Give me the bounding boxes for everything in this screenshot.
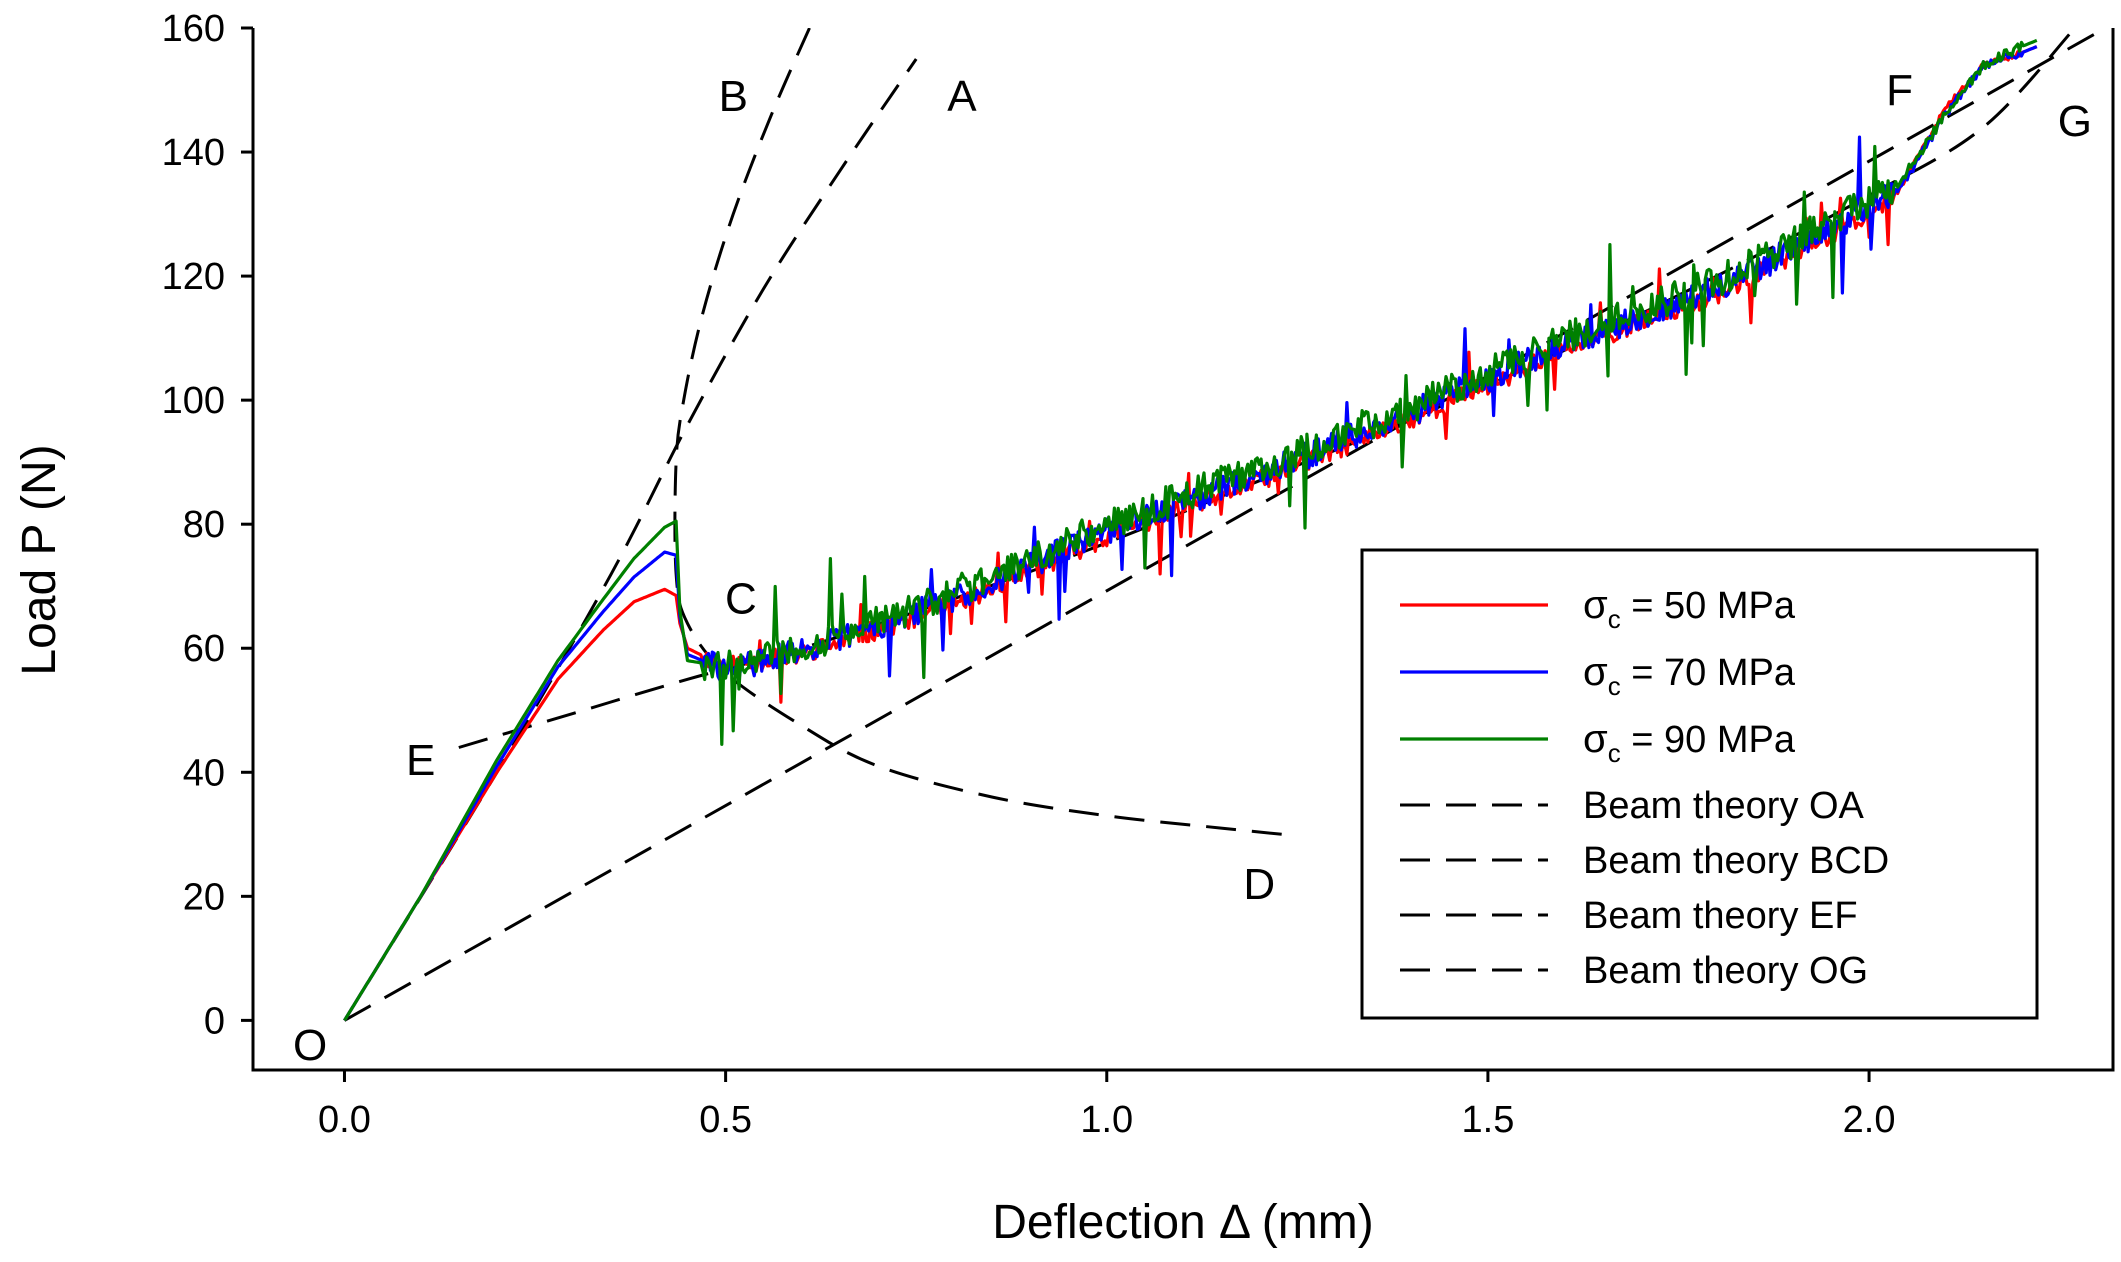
point-label-c: C (725, 575, 757, 624)
legend-box (1360, 548, 2039, 1020)
legend-label: Beam theory OA (1583, 785, 1865, 827)
y-tick-label: 160 (162, 8, 225, 50)
y-tick-label: 140 (162, 132, 225, 174)
y-tick-label: 100 (162, 380, 225, 422)
plot-axes-frame (251, 28, 2115, 1072)
x-tick-label: 0.0 (318, 1099, 371, 1141)
legend-label: σc = 50 MPa (1583, 583, 1796, 634)
y-tick-label: 20 (183, 876, 225, 918)
point-label-f: F (1886, 66, 1913, 115)
point-label-o: O (293, 1021, 327, 1070)
point-label-b: B (719, 72, 748, 121)
legend: σc = 50 MPa σc = 70 MPa σc = 90 MPa Beam th… (1360, 548, 2039, 1020)
y-tick-label: 120 (162, 256, 225, 298)
plot-frame (251, 28, 2115, 1072)
legend-label: σc = 90 MPa (1583, 717, 1796, 768)
series-line-beam-theory-og (343, 28, 2107, 1022)
y-tick-label: 80 (183, 504, 225, 546)
series-layer (343, 28, 2107, 1022)
y-axis: 0 20 40 60 80 100 120 140 160 (162, 8, 253, 1042)
legend-label: Beam theory BCD (1583, 840, 1889, 882)
legend-label: Beam theory EF (1583, 895, 1858, 937)
legend-label: σc = 70 MPa (1583, 650, 1796, 701)
y-axis-title: Load P (N) (13, 444, 66, 675)
point-label-e: E (406, 736, 435, 785)
point-labels: O A B C D E F G (293, 66, 2092, 1070)
x-tick-label: 1.0 (1080, 1099, 1133, 1141)
point-label-d: D (1243, 860, 1275, 909)
series-line--c-90-mpa (343, 38, 2038, 1022)
legend-label: Beam theory OG (1583, 950, 1868, 992)
y-tick-label: 60 (183, 628, 225, 670)
x-tick-label: 1.5 (1462, 1099, 1515, 1141)
y-tick-label: 40 (183, 752, 225, 794)
x-axis-title: Deflection Δ (mm) (992, 1196, 1373, 1249)
x-tick-label: 2.0 (1843, 1099, 1896, 1141)
y-tick-label: 0 (204, 1000, 225, 1042)
series-line-beam-theory-bcd (673, 28, 1283, 836)
point-label-g: G (2058, 97, 2092, 146)
point-label-a: A (947, 72, 977, 121)
x-axis: 0.0 0.5 1.0 1.5 2.0 (318, 1070, 1895, 1141)
x-tick-label: 0.5 (699, 1099, 752, 1141)
